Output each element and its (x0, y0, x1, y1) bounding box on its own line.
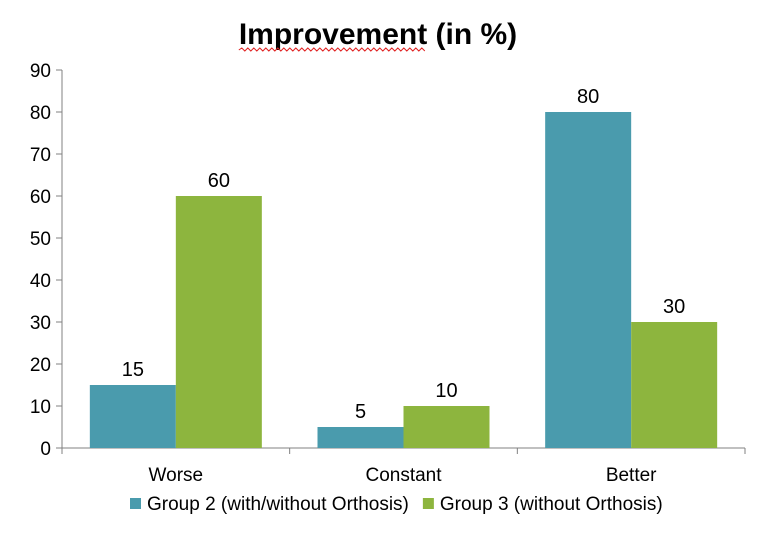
y-tick-label: 90 (30, 61, 51, 82)
x-category-label: Worse (149, 465, 204, 486)
data-label: 10 (435, 380, 457, 402)
bars (89, 112, 718, 448)
data-label: 60 (208, 170, 230, 192)
bar (631, 322, 718, 448)
y-tick-label: 20 (30, 355, 51, 376)
spellcheck-squiggle (238, 47, 426, 52)
y-tick-label: 50 (30, 229, 51, 250)
data-label: 30 (663, 296, 685, 318)
legend: Group 2 (with/without Orthosis) Group 3 (… (130, 494, 663, 515)
bar (175, 196, 262, 448)
legend-item: Group 2 (with/without Orthosis) (130, 494, 409, 515)
x-category-label: Better (606, 465, 657, 486)
bar (317, 427, 404, 448)
data-label: 5 (355, 401, 366, 423)
bar (89, 385, 176, 448)
y-axis: 0 10 20 30 40 50 60 70 80 90 (30, 61, 63, 460)
chart-title: Improvement (in %) (239, 18, 517, 51)
bar (545, 112, 632, 448)
legend-label: Group 3 (without Orthosis) (440, 494, 663, 515)
data-label: 80 (577, 86, 599, 108)
title-spellcheck-underline (238, 47, 426, 52)
legend-swatch (422, 498, 434, 509)
bar (403, 406, 490, 448)
x-category-label: Constant (365, 465, 442, 486)
y-tick-label: 30 (30, 313, 51, 334)
x-axis: Worse Constant Better (61, 447, 746, 486)
y-tick-label: 40 (30, 271, 51, 292)
y-tick-label: 60 (30, 187, 51, 208)
legend-label: Group 2 (with/without Orthosis) (147, 494, 409, 515)
y-tick-label: 70 (30, 145, 51, 166)
y-tick-label: 80 (30, 103, 51, 124)
legend-item: Group 3 (without Orthosis) (422, 494, 663, 515)
legend-swatch (130, 498, 141, 509)
y-tick-label: 10 (30, 397, 51, 418)
y-tick-label: 0 (40, 439, 51, 460)
data-labels: 15 5 80 60 10 30 (122, 86, 686, 423)
data-label: 15 (122, 359, 144, 381)
